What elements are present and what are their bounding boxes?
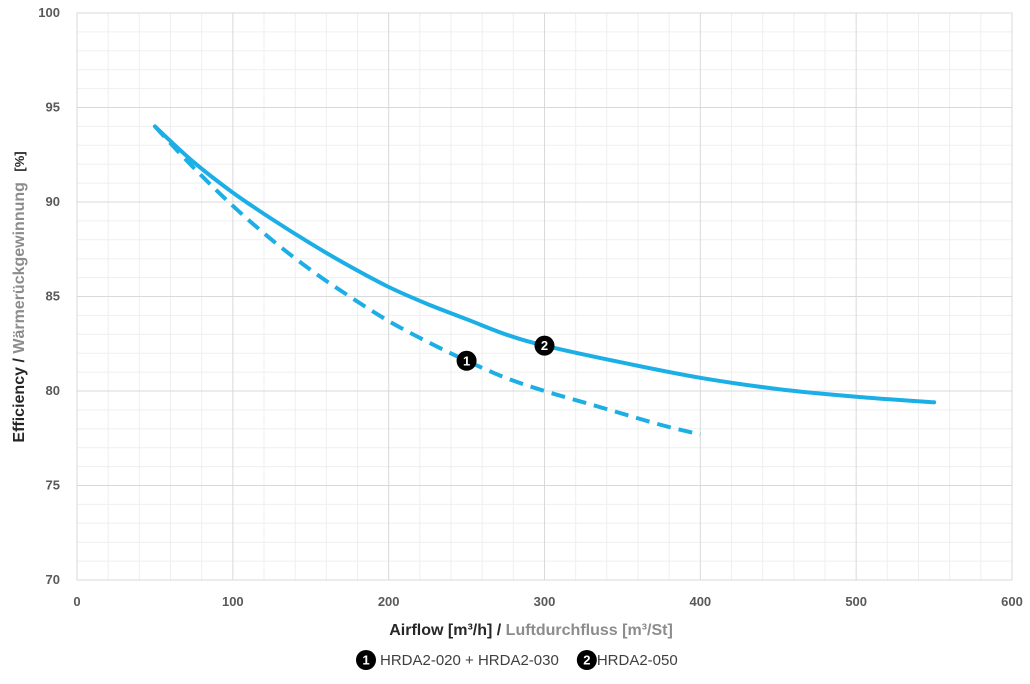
y-tick-label: 75 bbox=[46, 478, 60, 493]
legend-marker-2-circle bbox=[576, 650, 597, 670]
y-tick-label: 85 bbox=[46, 289, 60, 304]
legend-marker-1-number: 1 bbox=[362, 653, 369, 668]
legend-item-2: 2 HRDA2-050 bbox=[576, 650, 678, 670]
series-markers: 12 bbox=[456, 335, 555, 371]
series bbox=[152, 124, 937, 437]
legend-label-2: HRDA2-050 bbox=[597, 652, 678, 669]
series-marker-2-number: 2 bbox=[541, 338, 548, 353]
legend-item-1: 1 HRDA2-020 + HRDA2-030 bbox=[356, 650, 559, 670]
series-line-2 bbox=[152, 124, 937, 405]
x-tick-label: 300 bbox=[534, 594, 556, 609]
x-tick-label: 400 bbox=[689, 594, 711, 609]
y-axis-title: Efficiency / Wärmerückgewinnung [%] bbox=[11, 151, 28, 442]
y-axis-title-primary: Efficiency bbox=[11, 367, 28, 443]
legend-marker-2: 2 bbox=[576, 650, 597, 670]
series-marker-2: 2 bbox=[534, 335, 555, 356]
x-tick-label: 200 bbox=[378, 594, 400, 609]
x-tick-label: 0 bbox=[73, 594, 80, 609]
x-axis-title-primary: Airflow [m³/h] bbox=[389, 622, 492, 639]
x-tick-label: 500 bbox=[845, 594, 867, 609]
legend-marker-2-number: 2 bbox=[583, 653, 590, 668]
x-axis-title-separator: / bbox=[497, 622, 506, 639]
legend: 1 HRDA2-020 + HRDA2-030 2 HRDA2-050 bbox=[356, 650, 678, 670]
legend-marker-1: 1 bbox=[356, 650, 376, 670]
axes: 0 100 200 300 400 500 600 70 75 80 85 90 95 100 bbox=[38, 5, 1023, 609]
series-marker-1: 1 bbox=[456, 350, 477, 371]
y-tick-label: 80 bbox=[46, 383, 60, 398]
y-tick-label: 95 bbox=[46, 100, 60, 115]
y-tick-label: 100 bbox=[38, 5, 60, 20]
y-tick-label: 90 bbox=[46, 194, 60, 209]
y-axis-title-separator: / bbox=[11, 354, 28, 363]
series-marker-1-circle bbox=[456, 350, 477, 371]
x-axis-title-secondary: Luftdurchfluss [m³/St] bbox=[506, 622, 673, 639]
grid bbox=[76, 12, 1013, 581]
y-axis-title-secondary: Wärmerückgewinnung bbox=[11, 182, 28, 354]
series-marker-2-circle bbox=[534, 335, 555, 356]
y-tick-label: 70 bbox=[46, 572, 60, 587]
series-line-1 bbox=[153, 125, 701, 437]
plot-area-border bbox=[76, 12, 1013, 581]
series-marker-1-number: 1 bbox=[463, 353, 470, 368]
legend-marker-1-circle bbox=[356, 650, 376, 670]
x-tick-label: 600 bbox=[1001, 594, 1023, 609]
y-axis-title-unit: [%] bbox=[12, 151, 27, 171]
x-axis-title: Airflow [m³/h] / Luftdurchfluss [m³/St] bbox=[389, 622, 673, 639]
x-tick-label: 100 bbox=[222, 594, 244, 609]
legend-label-1: HRDA2-020 + HRDA2-030 bbox=[380, 652, 559, 669]
